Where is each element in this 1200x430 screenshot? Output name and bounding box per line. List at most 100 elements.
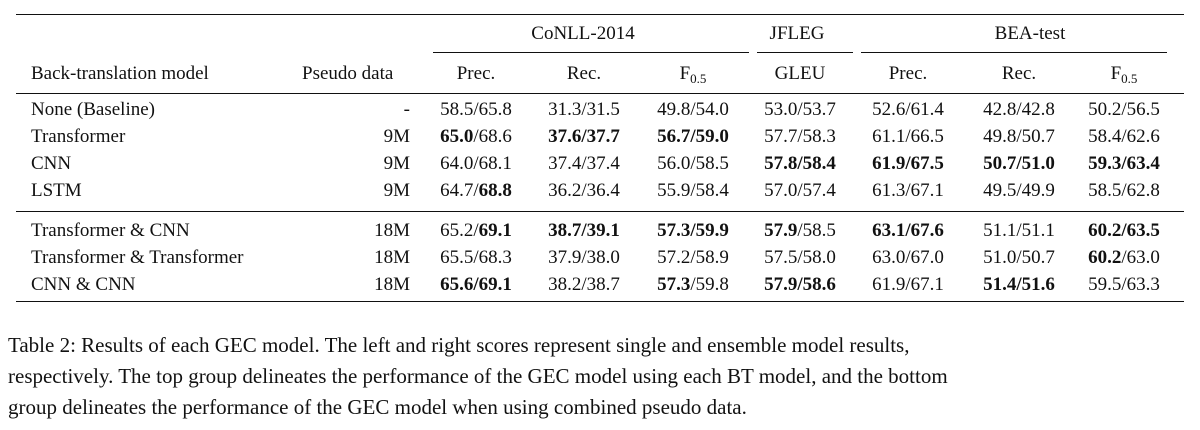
cell-value-part: 58.4/62.6	[1088, 126, 1160, 147]
cell-value-part: 57.2/58.9	[657, 247, 729, 268]
cell-bea-prec: 61.9/67.5	[872, 152, 944, 176]
header-conll-f05-base: F	[679, 63, 691, 84]
cell-value-part: 37.6/37.7	[548, 126, 620, 147]
cell-value-part: 57.0/57.4	[764, 180, 836, 201]
row-model-name: Transformer & Transformer	[31, 247, 244, 268]
cell-bea-prec: 63.1/67.6	[872, 219, 944, 243]
cell-jfleg-gleu: 57.7/58.3	[764, 125, 836, 149]
cell-value-part: 63.1/67.6	[872, 220, 944, 241]
cell-value-part: 57.9/58.6	[764, 274, 836, 295]
cell-value-part: /68.6	[473, 126, 512, 147]
cell-bea-rec: 42.8/42.8	[983, 98, 1055, 122]
cell-value-part: 51.0/50.7	[983, 247, 1055, 268]
cell-value-part: 59.3/63.4	[1088, 153, 1160, 174]
cell-conll-f05: 56.7/59.0	[657, 125, 729, 149]
cell-conll-f05: 55.9/58.4	[657, 179, 729, 203]
cell-bea-rec: 49.5/49.9	[983, 179, 1055, 203]
cell-value-part: 65.6/69.1	[440, 274, 512, 295]
cell-value-part: 31.3/31.5	[548, 99, 620, 120]
cell-value-part: 56.0/58.5	[657, 153, 729, 174]
cell-conll-rec: 36.2/36.4	[548, 179, 620, 203]
row-pseudo-data: 18M	[374, 274, 410, 295]
row-pseudo-data: 18M	[374, 247, 410, 268]
header-conll-f05-sub: 0.5	[690, 71, 707, 86]
header-bea-f05-sub: 0.5	[1121, 71, 1138, 86]
cell-conll-prec: 64.0/68.1	[440, 152, 512, 176]
group-jfleg: JFLEG	[769, 23, 825, 44]
cell-value-part: 60.2	[1088, 247, 1122, 268]
cell-value-part: 65.5/68.3	[440, 247, 512, 268]
header-back-translation-model: Back-translation model	[31, 63, 209, 84]
cell-conll-prec: 65.5/68.3	[440, 246, 512, 270]
cell-value-part: 50.7/51.0	[983, 153, 1055, 174]
cell-bea-f05: 59.3/63.4	[1088, 152, 1160, 176]
cell-conll-f05: 56.0/58.5	[657, 152, 729, 176]
cell-value-part: 65.2/	[440, 220, 479, 241]
cell-conll-rec: 37.9/38.0	[548, 246, 620, 270]
cell-value-part: 52.6/61.4	[872, 99, 944, 120]
cell-value-part: 57.5/58.0	[764, 247, 836, 268]
cell-jfleg-gleu: 57.8/58.4	[764, 152, 836, 176]
cell-bea-f05: 59.5/63.3	[1088, 273, 1160, 297]
group-conll-2014: CoNLL-2014	[531, 23, 635, 44]
cell-value-part: 36.2/36.4	[548, 180, 620, 201]
row-pseudo-data: 18M	[374, 220, 410, 241]
cell-value-part: 53.0/53.7	[764, 99, 836, 120]
cell-conll-f05: 57.2/58.9	[657, 246, 729, 270]
cell-value-part: 49.8/54.0	[657, 99, 729, 120]
cell-value-part: 57.8/58.4	[764, 153, 836, 174]
cell-bea-f05: 60.2/63.5	[1088, 219, 1160, 243]
row-pseudo-data: 9M	[383, 126, 410, 147]
cell-conll-rec: 37.4/37.4	[548, 152, 620, 176]
cell-value-part: 55.9/58.4	[657, 180, 729, 201]
header-bea-f05: F0.5	[1111, 62, 1138, 86]
cell-value-part: 56.7/59.0	[657, 126, 729, 147]
row-model-name: None (Baseline)	[31, 99, 155, 120]
header-bea-f05-base: F	[1110, 63, 1122, 84]
table-top-rule	[16, 14, 1184, 15]
cell-jfleg-gleu: 57.5/58.0	[764, 246, 836, 270]
cell-value-part: 59.5/63.3	[1088, 274, 1160, 295]
cell-value-part: 69.1	[478, 220, 512, 241]
cell-value-part: 64.7/	[440, 180, 479, 201]
cell-bea-prec: 63.0/67.0	[872, 246, 944, 270]
cell-value-part: 42.8/42.8	[983, 99, 1055, 120]
cell-value-part: /58.5	[797, 220, 836, 241]
caption-line-2: respectively. The top group delineates t…	[8, 364, 948, 388]
caption-line-3: group delineates the performance of the …	[8, 395, 747, 419]
header-pseudo-data: Pseudo data	[302, 63, 394, 84]
cell-conll-rec: 38.7/39.1	[548, 219, 620, 243]
row-model-name: CNN & CNN	[31, 274, 136, 295]
header-conll-prec: Prec.	[456, 63, 496, 84]
header-rule	[16, 93, 1184, 94]
cell-jfleg-gleu: 57.9/58.5	[764, 219, 836, 243]
cell-bea-f05: 58.4/62.6	[1088, 125, 1160, 149]
row-pseudo-data: 9M	[383, 180, 410, 201]
cell-value-part: 68.8	[478, 180, 512, 201]
row-pseudo-data: -	[403, 99, 410, 120]
cell-bea-rec: 51.4/51.6	[983, 273, 1055, 297]
cell-value-part: 38.2/38.7	[548, 274, 620, 295]
table-caption: Table 2: Results of each GEC model. The …	[8, 330, 1194, 423]
cell-value-part: 57.7/58.3	[764, 126, 836, 147]
row-model-name: Transformer	[31, 126, 126, 147]
cell-value-part: 51.4/51.6	[983, 274, 1055, 295]
row-model-name: CNN	[31, 153, 72, 174]
row-model-name: Transformer & CNN	[31, 220, 190, 241]
cell-value-part: 57.9	[764, 220, 798, 241]
cell-value-part: /59.8	[690, 274, 729, 295]
cell-conll-prec: 65.6/69.1	[440, 273, 512, 297]
jfleg-group-rule	[757, 52, 853, 53]
group-divider-rule	[16, 211, 1184, 212]
cell-value-part: 58.5/62.8	[1088, 180, 1160, 201]
header-bea-rec: Rec.	[1001, 63, 1037, 84]
cell-conll-f05: 49.8/54.0	[657, 98, 729, 122]
bea-group-rule	[861, 52, 1167, 53]
cell-value-part: 61.1/66.5	[872, 126, 944, 147]
cell-value-part: 61.9/67.5	[872, 153, 944, 174]
cell-jfleg-gleu: 53.0/53.7	[764, 98, 836, 122]
row-pseudo-data: 9M	[383, 153, 410, 174]
cell-value-part: 50.2/56.5	[1088, 99, 1160, 120]
header-jfleg-gleu: GLEU	[774, 63, 826, 84]
cell-value-part: 61.3/67.1	[872, 180, 944, 201]
